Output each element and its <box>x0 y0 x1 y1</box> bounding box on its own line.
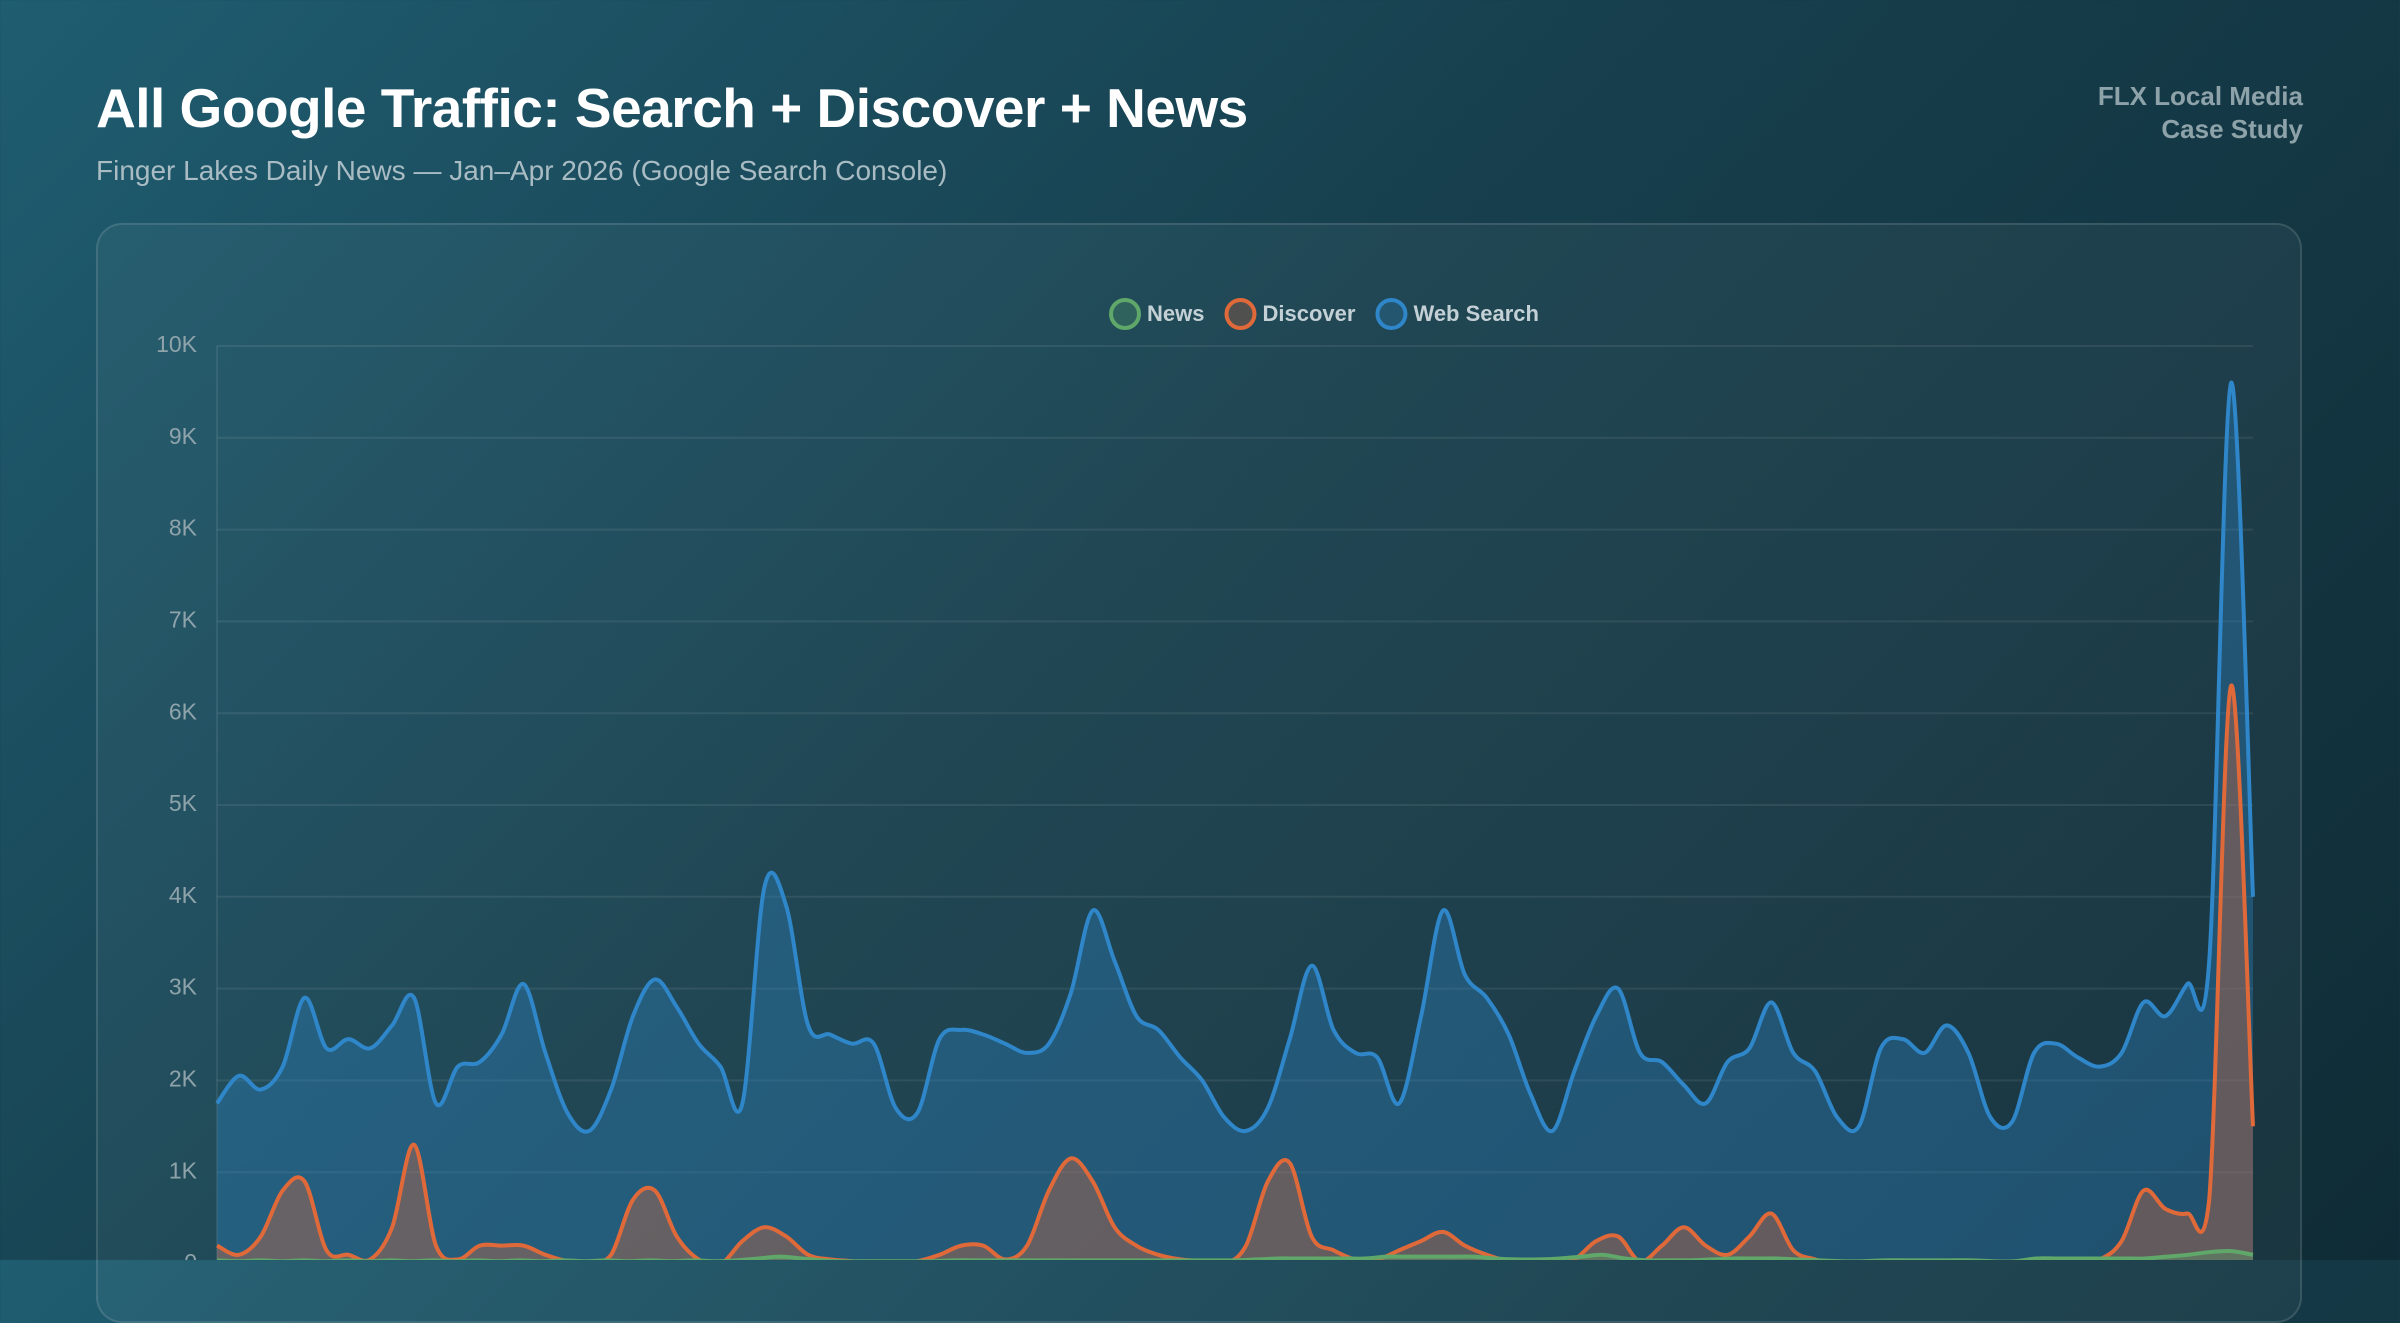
y-tick-label: 9K <box>169 423 198 449</box>
y-tick-label: 4K <box>169 882 198 908</box>
legend-item: Web Search <box>1375 298 1539 330</box>
line <box>215 380 2255 1134</box>
corner-line: Case Study <box>2161 114 2303 144</box>
legend-item: Discover <box>1224 298 1356 330</box>
y-tick-label: 1K <box>169 1157 198 1183</box>
legend-swatch <box>1224 298 1257 330</box>
chart-card <box>96 223 2302 1323</box>
y-tick-label: 8K <box>169 515 198 541</box>
legend-label: Discover <box>1262 301 1355 326</box>
legend-label: Web Search <box>1413 301 1539 326</box>
legend-swatch <box>1109 298 1142 330</box>
legend-swatch <box>1375 298 1408 330</box>
area <box>217 685 2253 1260</box>
legend-item: News <box>1109 298 1204 330</box>
y-tick-label: 7K <box>169 606 198 632</box>
y-tick-label: 5K <box>169 790 198 816</box>
legend: News Discover Web Search <box>1109 298 1539 330</box>
y-tick-label: 6K <box>169 698 198 724</box>
corner-line: FLX Local Media <box>2097 81 2303 111</box>
y-tick-label: 0 <box>184 1249 197 1260</box>
chart-title: All Google Traffic: Search + Discover + … <box>96 77 1248 139</box>
y-tick-label: 10K <box>156 331 198 357</box>
chart-subtitle: Finger Lakes Daily News — Jan–Apr 2026 (… <box>96 155 948 186</box>
corner-label: FLX Local Media Case Study <box>2098 80 2303 146</box>
y-tick-label: 2K <box>169 1065 198 1091</box>
legend-label: News <box>1147 301 1204 326</box>
chart: 0 1K 2K 3K 4K 5K 6K 7K 8K 9K 10K News Discover Web Se… <box>156 298 2255 1260</box>
y-tick-label: 3K <box>169 974 198 1000</box>
